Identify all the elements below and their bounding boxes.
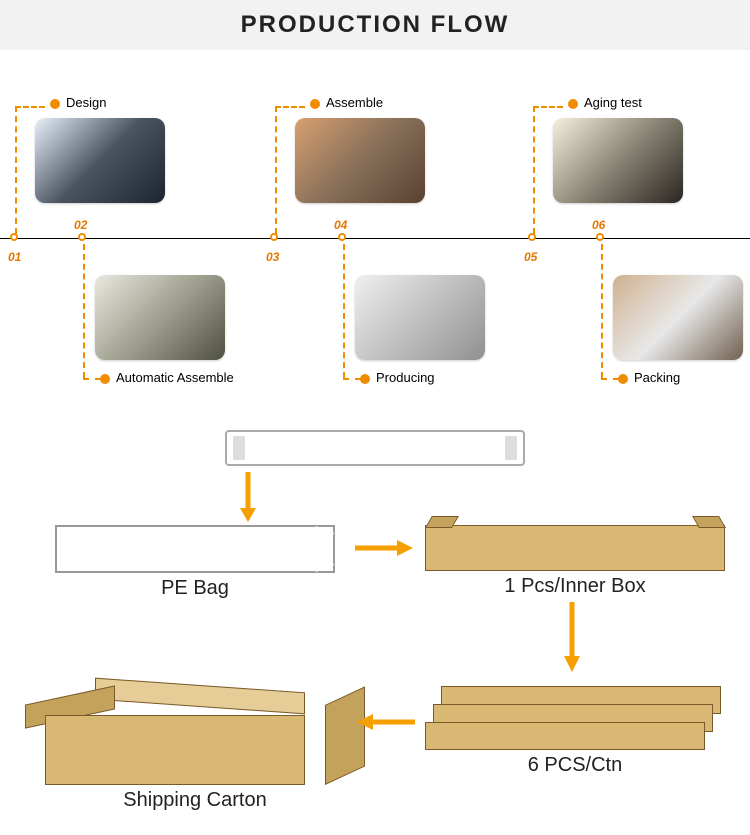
arrow-down-2 [562,602,582,674]
step-num: 05 [524,250,537,264]
connector-h [601,378,619,380]
label-text: Aging test [584,95,642,110]
pebag-illustration [55,525,335,573]
bullet-icon [360,374,370,384]
connector-h [83,378,101,380]
pkg-carton: Shipping Carton [45,675,345,812]
thumb-design [35,118,165,203]
thumb-producing [355,275,485,360]
tube-illustration [225,430,525,466]
step-dot [10,233,18,241]
connector-h [15,106,45,108]
step-label: Producing [360,370,435,385]
carton-illustration [45,675,345,785]
thumb-auto [95,275,225,360]
timeline-section: Design 01 02 Automatic Assemble Assemble… [0,50,750,420]
innerbox-illustration [425,525,725,571]
pkg-label: Shipping Carton [45,789,345,812]
arrow-left [355,712,415,732]
connector [275,106,277,234]
bullet-icon [310,99,320,109]
step-label: Aging test [568,95,642,110]
step-dot [528,233,536,241]
connector [343,244,345,378]
connector-h [343,378,361,380]
connector [15,106,17,234]
pkg-label: 6 PCS/Ctn [425,754,725,777]
step-dot [596,233,604,241]
pkg-tube [225,430,525,466]
bullet-icon [568,99,578,109]
step-label: Automatic Assemble [100,370,234,385]
bullet-icon [618,374,628,384]
step-num: 01 [8,250,21,264]
arrow-down-1 [238,472,258,524]
step-num: 06 [592,218,605,232]
connector-h [275,106,305,108]
packaging-section: PE Bag 1 Pcs/Inner Box 6 PCS/Ctn Shippin… [0,420,750,835]
label-text: Assemble [326,95,383,110]
label-text: Automatic Assemble [116,370,234,385]
connector [83,244,85,378]
step-dot [270,233,278,241]
pkg-label: PE Bag [55,577,335,600]
header-bar: PRODUCTION FLOW [0,0,750,50]
step-dot [78,233,86,241]
timeline-axis [0,238,750,239]
connector-h [533,106,563,108]
page-title: PRODUCTION FLOW [241,11,510,39]
pkg-stack: 6 PCS/Ctn [425,680,725,777]
bullet-icon [50,99,60,109]
pkg-pebag: PE Bag [55,525,335,600]
step-num: 03 [266,250,279,264]
stack-illustration [425,680,725,750]
step-num: 02 [74,218,87,232]
connector [601,244,603,378]
arrow-right [355,538,415,558]
step-dot [338,233,346,241]
label-text: Design [66,95,106,110]
label-text: Producing [376,370,435,385]
pkg-label: 1 Pcs/Inner Box [425,575,725,598]
pkg-innerbox: 1 Pcs/Inner Box [425,525,725,598]
thumb-aging [553,118,683,203]
step-num: 04 [334,218,347,232]
step-label: Assemble [310,95,383,110]
label-text: Packing [634,370,680,385]
connector [533,106,535,234]
step-label: Design [50,95,106,110]
thumb-assemble [295,118,425,203]
thumb-packing [613,275,743,360]
bullet-icon [100,374,110,384]
step-label: Packing [618,370,680,385]
